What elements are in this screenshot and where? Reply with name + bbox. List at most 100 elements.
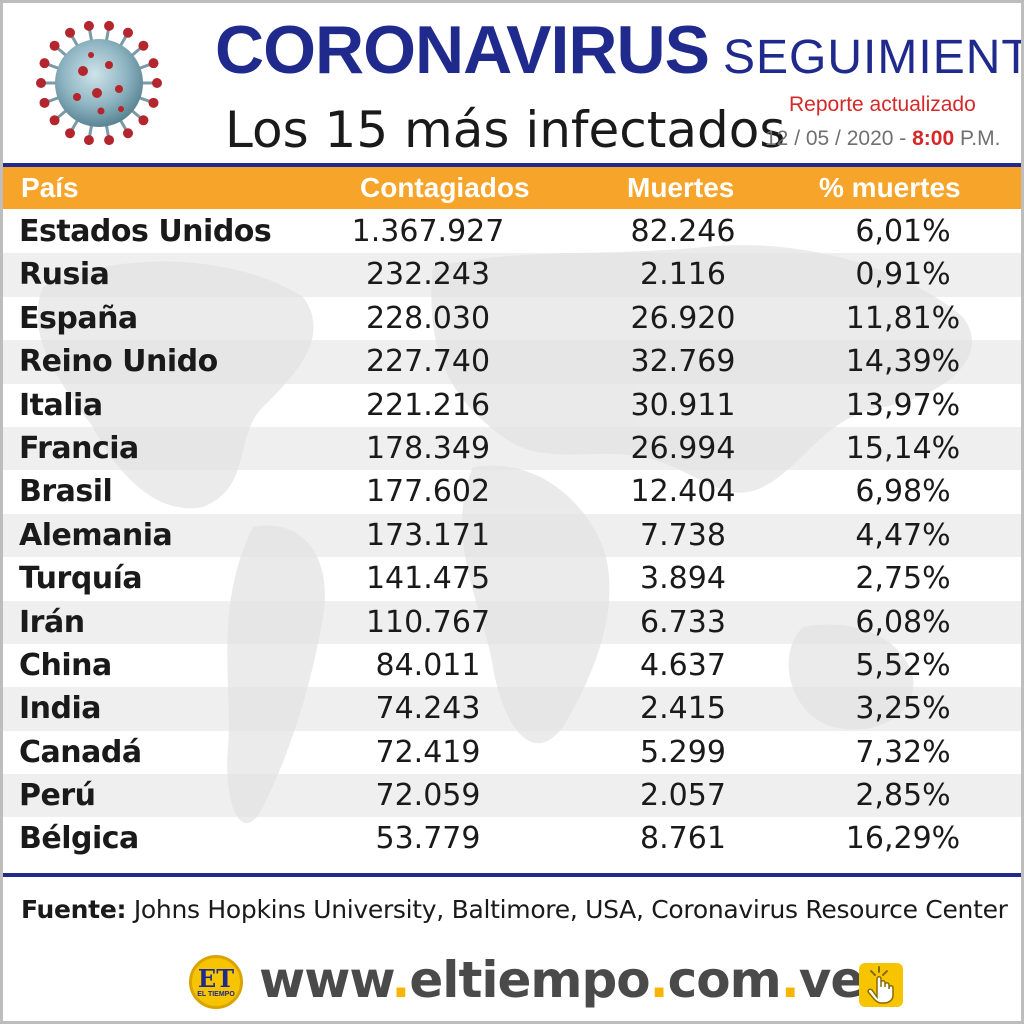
column-header-country: País <box>21 172 79 203</box>
cell-deaths: 3.894 <box>640 561 726 597</box>
cell-cases: 232.243 <box>365 257 491 293</box>
cell-cases: 1.367.927 <box>351 214 505 249</box>
cell-cases: 110.767 <box>365 604 491 640</box>
url-dot: . <box>780 951 800 1009</box>
virus-spike-tip <box>138 40 149 51</box>
cell-death-pct: 6,01% <box>855 214 951 249</box>
cell-cases: 228.030 <box>365 300 491 336</box>
table-row: Alemania 173.171 7.738 4,47% <box>3 513 1021 558</box>
cell-deaths: 5.299 <box>640 734 726 770</box>
cell-country: Rusia <box>19 257 110 293</box>
website-link[interactable]: www.eltiempo.com.ve <box>259 951 864 1009</box>
cell-cases: 227.740 <box>365 344 491 380</box>
table-row: Turquía 141.475 3.894 2,75% <box>3 557 1021 600</box>
table-row: Estados Unidos 1.367.927 82.246 6,01% <box>3 210 1021 253</box>
report-label: Reporte actualizado <box>789 93 976 116</box>
cell-death-pct: 16,29% <box>845 821 961 857</box>
cell-cases: 84.011 <box>375 647 481 683</box>
source-text: Johns Hopkins University, Baltimore, USA… <box>133 895 1008 924</box>
cell-cases: 141.475 <box>365 561 491 597</box>
cell-deaths: 32.769 <box>630 344 736 380</box>
table-row: Canadá 72.419 5.299 7,32% <box>3 731 1021 774</box>
cell-deaths: 82.246 <box>630 214 736 249</box>
table-row: Bélgica 53.779 8.761 16,29% <box>3 817 1021 860</box>
cell-death-pct: 3,25% <box>855 691 951 727</box>
cell-country: Bélgica <box>19 821 139 857</box>
divider-bottom <box>3 873 1021 877</box>
virus-spike-tip <box>138 115 149 126</box>
column-header-death-pct: % muertes <box>819 172 961 203</box>
table-row: Brasil 177.602 12.404 6,98% <box>3 470 1021 513</box>
cell-death-pct: 5,52% <box>855 647 951 683</box>
cell-death-pct: 6,08% <box>855 604 951 640</box>
table-row: Irán 110.767 6.733 6,08% <box>3 600 1021 644</box>
column-header-deaths: Muertes <box>627 172 735 203</box>
brand-footer: ET EL TIEMPO www.eltiempo.com.ve <box>189 951 909 1013</box>
virus-spike-tip <box>83 20 94 31</box>
cell-country: China <box>19 647 112 683</box>
cell-country: Reino Unido <box>19 344 218 380</box>
touch-hand-icon <box>859 963 903 1007</box>
cell-country: España <box>19 300 138 336</box>
cell-deaths: 6.733 <box>640 604 726 640</box>
virus-spike-tip <box>65 27 75 38</box>
table-row: China 84.011 4.637 5,52% <box>3 644 1021 687</box>
cell-country: Canadá <box>19 734 142 770</box>
cell-cases: 221.216 <box>365 387 491 423</box>
cell-country: Italia <box>19 387 103 423</box>
table-body: Estados Unidos 1.367.927 82.246 6,01% Ru… <box>3 210 1021 861</box>
virus-spike-tip <box>65 128 75 139</box>
table-row: Italia 221.216 30.911 13,97% <box>3 384 1021 427</box>
table-row: India 74.243 2.415 3,25% <box>3 687 1021 731</box>
coronavirus-illustration <box>36 20 162 146</box>
cell-death-pct: 4,47% <box>855 517 951 553</box>
cell-country: Irán <box>19 604 85 640</box>
virus-spike-tip <box>148 97 159 108</box>
cell-death-pct: 11,81% <box>845 300 961 336</box>
cell-country: Alemania <box>19 517 173 553</box>
cell-deaths: 26.994 <box>630 430 736 466</box>
report-hour: 8:00 <box>912 127 955 150</box>
cell-country: India <box>19 691 102 727</box>
cell-deaths: 2.057 <box>640 778 726 814</box>
cell-deaths: 2.116 <box>640 257 726 293</box>
source-label: Fuente: <box>21 895 127 924</box>
cell-death-pct: 2,85% <box>855 778 951 814</box>
cell-death-pct: 15,14% <box>845 430 961 466</box>
cell-country: Estados Unidos <box>19 214 272 249</box>
cell-death-pct: 2,75% <box>855 561 951 597</box>
cell-cases: 178.349 <box>365 430 491 466</box>
title-sub: SEGUIMIENTO <box>723 31 1021 84</box>
virus-spike-tip <box>104 135 115 146</box>
cell-death-pct: 13,97% <box>845 387 961 423</box>
table-header: País Contagiados Muertes % muertes <box>3 167 1021 209</box>
table-row: Reino Unido 227.740 32.769 14,39% <box>3 340 1021 384</box>
cell-deaths: 26.920 <box>630 300 736 336</box>
cell-deaths: 7.738 <box>640 517 726 553</box>
table-row: España 228.030 26.920 11,81% <box>3 297 1021 340</box>
eltiempo-logo: ET EL TIEMPO <box>189 955 243 1009</box>
url-dot: . <box>391 951 410 1009</box>
cell-deaths: 30.911 <box>630 387 736 423</box>
table-row: Perú 72.059 2.057 2,85% <box>3 774 1021 818</box>
url-part: eltiempo <box>409 951 650 1009</box>
virus-spike-tip <box>152 78 162 88</box>
cell-cases: 72.419 <box>375 734 481 770</box>
virus-spike-tip <box>49 40 60 51</box>
virus-spike-tip <box>83 135 94 146</box>
virus-spike-tip <box>39 58 50 69</box>
cell-country: Brasil <box>19 474 113 510</box>
logo-small-text: EL TIEMPO <box>197 991 235 998</box>
title-main: Coronavirus <box>215 12 710 88</box>
virus-spike-tip <box>148 58 159 69</box>
cell-cases: 53.779 <box>375 821 481 857</box>
cell-deaths: 12.404 <box>630 474 736 510</box>
source-note: Fuente: Johns Hopkins University, Baltim… <box>21 895 1008 924</box>
virus-spike-tip <box>123 27 133 38</box>
cell-cases: 173.171 <box>365 517 491 553</box>
cell-cases: 177.602 <box>365 474 491 510</box>
cell-deaths: 8.761 <box>640 821 726 857</box>
report-timestamp: 12 / 05 / 2020 - 8:00 P.M. <box>765 127 1000 151</box>
virus-spike-tip <box>104 20 115 31</box>
